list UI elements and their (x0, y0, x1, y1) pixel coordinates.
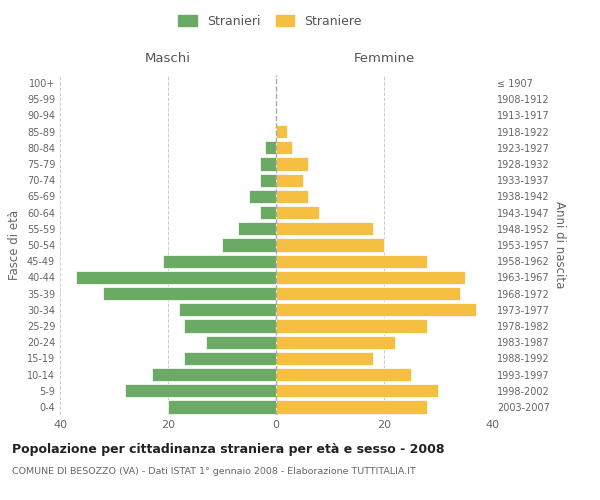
Bar (222, 238, 276, 252)
Bar (265, 141, 276, 154)
Bar (184, 320, 276, 332)
Bar (276, 125, 287, 138)
Bar (260, 158, 276, 170)
Bar (276, 238, 384, 252)
Bar (76, 270, 276, 284)
Bar (276, 287, 460, 300)
Text: Maschi: Maschi (145, 52, 191, 65)
Bar (184, 352, 276, 365)
Bar (276, 320, 427, 332)
Y-axis label: Fasce di età: Fasce di età (8, 210, 21, 280)
Bar (276, 174, 303, 187)
Y-axis label: Anni di nascita: Anni di nascita (553, 202, 566, 288)
Legend: Stranieri, Straniere: Stranieri, Straniere (175, 11, 365, 32)
Bar (276, 384, 438, 398)
Bar (276, 400, 427, 413)
Bar (276, 336, 395, 349)
Text: Femmine: Femmine (353, 52, 415, 65)
Bar (168, 400, 276, 413)
Bar (152, 368, 276, 381)
Bar (260, 206, 276, 220)
Bar (276, 141, 292, 154)
Bar (163, 254, 276, 268)
Bar (276, 303, 476, 316)
Bar (179, 303, 276, 316)
Bar (238, 222, 276, 235)
Bar (276, 368, 411, 381)
Bar (276, 352, 373, 365)
Bar (276, 270, 465, 284)
Bar (103, 287, 276, 300)
Text: Popolazione per cittadinanza straniera per età e sesso - 2008: Popolazione per cittadinanza straniera p… (12, 442, 445, 456)
Bar (125, 384, 276, 398)
Bar (276, 222, 373, 235)
Bar (276, 206, 319, 220)
Bar (276, 190, 308, 203)
Text: COMUNE DI BESOZZO (VA) - Dati ISTAT 1° gennaio 2008 - Elaborazione TUTTITALIA.IT: COMUNE DI BESOZZO (VA) - Dati ISTAT 1° g… (12, 468, 416, 476)
Bar (276, 158, 308, 170)
Bar (276, 254, 427, 268)
Bar (260, 174, 276, 187)
Bar (249, 190, 276, 203)
Bar (206, 336, 276, 349)
